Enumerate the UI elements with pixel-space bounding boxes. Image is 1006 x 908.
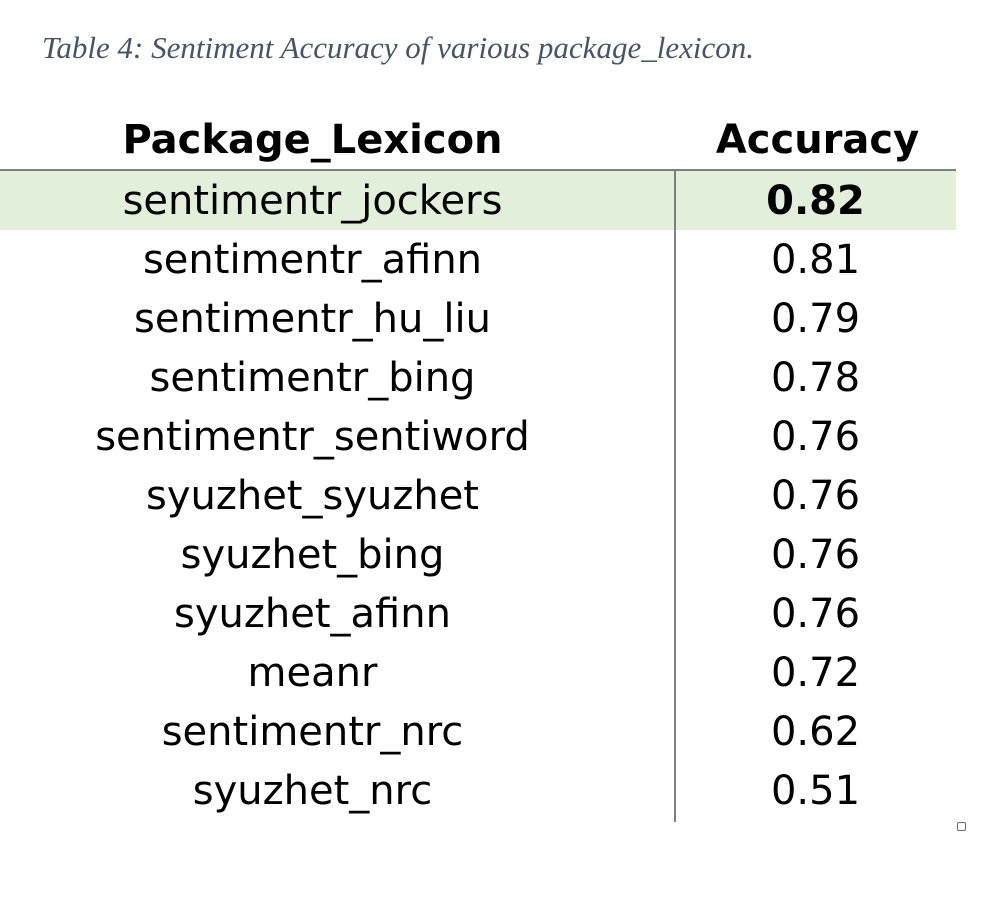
package-lexicon-cell: meanr xyxy=(247,649,378,696)
table-row: meanr 0.72 xyxy=(0,643,956,702)
accuracy-cell: 0.78 xyxy=(770,354,861,401)
package-lexicon-cell: sentimentr_sentiword xyxy=(95,413,530,460)
table-row: sentimentr_bing 0.78 xyxy=(0,348,956,407)
table-body: sentimentr_jockers 0.82 sentimentr_afinn… xyxy=(0,171,956,822)
column-divider xyxy=(674,171,676,822)
accuracy-table: Package_Lexicon Accuracy sentimentr_jock… xyxy=(0,110,956,822)
table-row: syuzhet_afinn 0.76 xyxy=(0,584,956,643)
package-lexicon-cell: sentimentr_afinn xyxy=(142,236,483,283)
package-lexicon-cell: sentimentr_nrc xyxy=(161,708,464,755)
table-row: sentimentr_hu_liu 0.79 xyxy=(0,289,956,348)
table-caption: Table 4: Sentiment Accuracy of various p… xyxy=(42,30,754,65)
table-row: sentimentr_nrc 0.62 xyxy=(0,702,956,761)
table-row: syuzhet_bing 0.76 xyxy=(0,525,956,584)
accuracy-cell: 0.72 xyxy=(770,649,861,696)
accuracy-cell: 0.76 xyxy=(770,472,861,519)
header-accuracy: Accuracy xyxy=(715,116,920,163)
package-lexicon-cell: syuzhet_nrc xyxy=(192,767,433,814)
table-header-row: Package_Lexicon Accuracy xyxy=(0,110,956,171)
package-lexicon-cell: syuzhet_syuzhet xyxy=(145,472,479,519)
table-row: sentimentr_jockers 0.82 xyxy=(0,171,956,230)
accuracy-cell: 0.76 xyxy=(770,413,861,460)
table-row: sentimentr_afinn 0.81 xyxy=(0,230,956,289)
accuracy-cell: 0.76 xyxy=(770,531,861,578)
accuracy-cell: 0.62 xyxy=(770,708,861,755)
package-lexicon-cell: sentimentr_bing xyxy=(149,354,476,401)
package-lexicon-cell: sentimentr_jockers xyxy=(122,177,503,224)
package-lexicon-cell: syuzhet_bing xyxy=(180,531,445,578)
package-lexicon-cell: sentimentr_hu_liu xyxy=(134,295,491,342)
accuracy-cell: 0.76 xyxy=(770,590,861,637)
table-resize-handle[interactable] xyxy=(957,822,966,831)
package-lexicon-cell: syuzhet_afinn xyxy=(174,590,451,637)
accuracy-cell: 0.79 xyxy=(770,295,861,342)
table-row: sentimentr_sentiword 0.76 xyxy=(0,407,956,466)
table-row: syuzhet_syuzhet 0.76 xyxy=(0,466,956,525)
accuracy-cell: 0.81 xyxy=(770,236,861,283)
header-package-lexicon: Package_Lexicon xyxy=(122,116,503,163)
accuracy-cell: 0.82 xyxy=(766,177,865,224)
accuracy-cell: 0.51 xyxy=(770,767,861,814)
table-row: syuzhet_nrc 0.51 xyxy=(0,761,956,820)
